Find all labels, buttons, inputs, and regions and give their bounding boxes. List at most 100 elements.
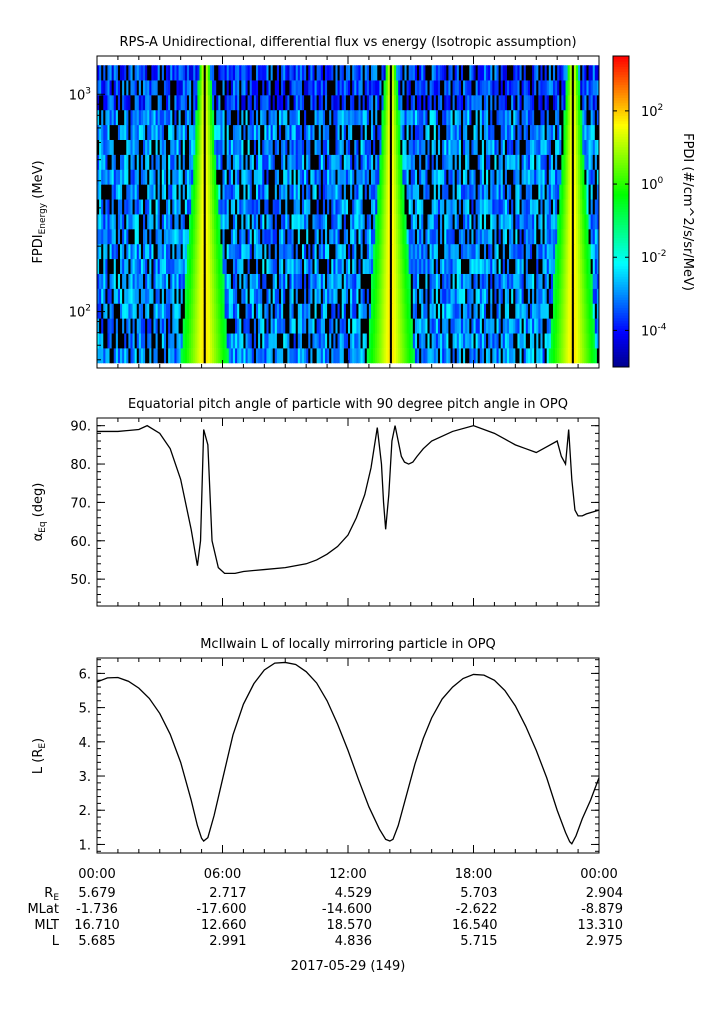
heatmap-cell [417, 184, 420, 200]
heatmap-cell [385, 333, 389, 349]
heatmap-cell [567, 229, 571, 245]
heatmap-cell [189, 184, 192, 200]
colorbar-segment [613, 325, 629, 329]
heatmap-cell [138, 288, 142, 304]
heatmap-cell [523, 243, 527, 260]
heatmap-cell [224, 348, 228, 364]
heatmap-cell [186, 65, 190, 81]
heatmap-cell [203, 169, 207, 185]
heatmap-cell [352, 348, 355, 364]
heatmap-cell [115, 109, 119, 126]
heatmap-cell [427, 80, 430, 96]
heatmap-cell [343, 199, 347, 215]
heatmap-cell [327, 348, 330, 364]
heatmap-cell [391, 318, 395, 334]
heatmap-cell [138, 109, 142, 126]
heatmap-cell [573, 139, 577, 155]
heatmap-cell [161, 169, 165, 185]
heatmap-cell [218, 199, 221, 215]
heatmap-cell [189, 229, 192, 245]
heatmap-cell [538, 258, 541, 274]
heatmap-cell [120, 229, 123, 245]
heatmap-cell [153, 214, 156, 230]
heatmap-cell [594, 333, 598, 349]
heatmap-cell [329, 229, 332, 245]
heatmap-cell [329, 258, 332, 274]
heatmap-cell [368, 80, 372, 96]
heatmap-cell [573, 214, 577, 230]
heatmap-cell [287, 243, 290, 260]
heatmap-cell [394, 95, 397, 111]
heatmap-cell [216, 243, 219, 260]
heatmap-cell [419, 199, 422, 215]
heatmap-cell [99, 229, 102, 245]
heatmap-cell [463, 154, 466, 170]
heatmap-cell [136, 109, 140, 126]
heatmap-cell [239, 139, 242, 155]
heatmap-cell [381, 184, 384, 200]
heatmap-cell [128, 109, 131, 126]
heatmap-cell [235, 258, 238, 274]
heatmap-cell [446, 80, 449, 96]
heatmap-cell [249, 333, 253, 349]
heatmap-cell [580, 318, 583, 334]
heatmap-cell [224, 124, 228, 140]
heatmap-cell [339, 303, 343, 319]
heatmap-cell [364, 214, 368, 230]
heatmap-cell [228, 243, 232, 260]
heatmap-cell [580, 154, 583, 170]
heatmap-cell [402, 243, 405, 260]
heatmap-cell [243, 229, 246, 245]
heatmap-cell [483, 214, 487, 230]
heatmap-cell [272, 333, 276, 349]
heatmap-cell [157, 95, 161, 111]
heatmap-cell [454, 273, 458, 289]
heatmap-cell [337, 95, 341, 111]
heatmap-cell [559, 124, 562, 140]
heatmap-cell [578, 184, 581, 200]
heatmap-cell [473, 199, 476, 215]
heatmap-cell [450, 258, 453, 274]
heatmap-cell [191, 199, 194, 215]
heatmap-cell [193, 214, 196, 230]
heatmap-cell [115, 229, 119, 245]
heatmap-cell [402, 318, 405, 334]
heatmap-cell [542, 95, 546, 111]
heatmap-cell [546, 288, 550, 304]
heatmap-cell [253, 80, 257, 96]
colorbar-segment [613, 102, 629, 106]
heatmap-cell [448, 154, 451, 170]
heatmap-cell [255, 139, 259, 155]
heatmap-cell [241, 199, 244, 215]
heatmap-cell [276, 348, 280, 364]
heatmap-cell [517, 229, 520, 245]
heatmap-cell [429, 333, 433, 349]
heatmap-cell [525, 348, 529, 364]
heatmap-cell [262, 258, 265, 274]
heatmap-cell [571, 199, 575, 215]
heatmap-cell [341, 303, 345, 319]
heatmap-cell [224, 199, 228, 215]
heatmap-cell [339, 273, 343, 289]
heatmap-cell [454, 124, 458, 140]
heatmap-cell [410, 348, 414, 364]
heatmap-cell [124, 318, 127, 334]
heatmap-cell [569, 243, 573, 260]
heatmap-cell [285, 80, 288, 96]
heatmap-cell [515, 184, 518, 200]
heatmap-cell [594, 214, 598, 230]
heatmap-cell [375, 139, 378, 155]
heatmap-cell [163, 109, 167, 126]
heatmap-cell [590, 243, 594, 260]
heatmap-cell [350, 139, 353, 155]
heatmap-cell [427, 333, 430, 349]
heatmap-cell [255, 80, 259, 96]
heatmap-cell [582, 333, 585, 349]
heatmap-cell [448, 288, 451, 304]
heatmap-cell [400, 95, 403, 111]
heatmap-cell [362, 154, 366, 170]
heatmap-cell [364, 318, 368, 334]
heatmap-cell [394, 243, 397, 260]
heatmap-cell [567, 109, 571, 126]
heatmap-cell [529, 95, 533, 111]
